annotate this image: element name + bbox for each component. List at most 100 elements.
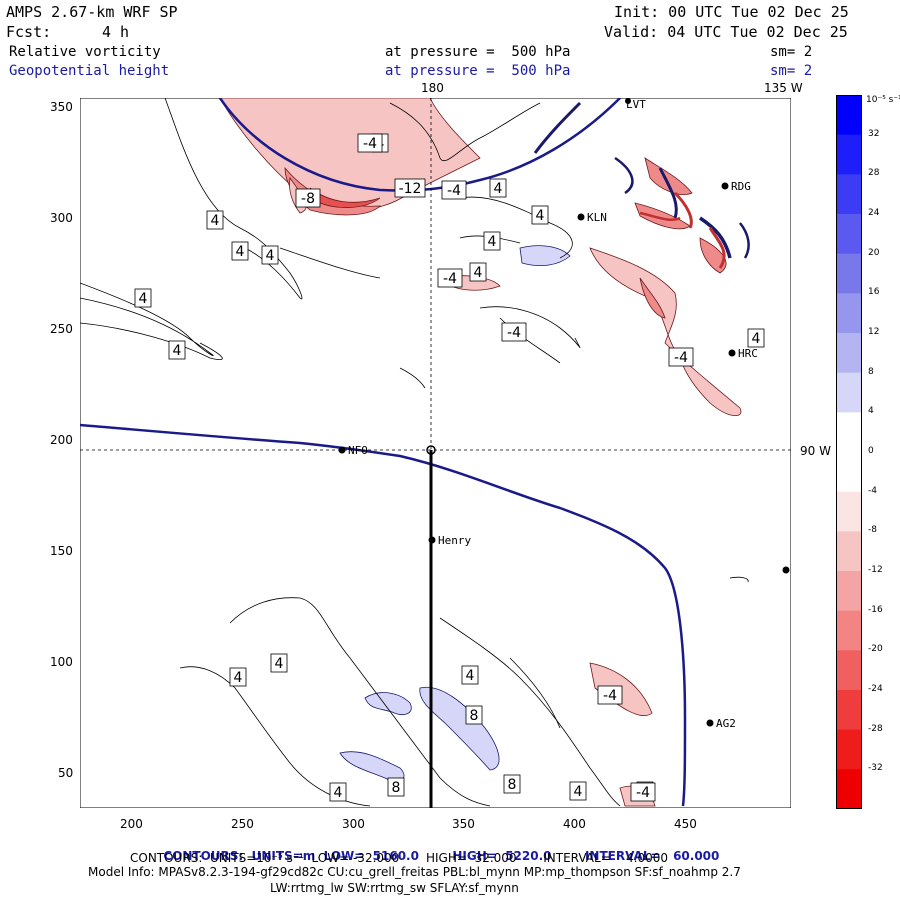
forecast-label: Fcst: bbox=[6, 23, 52, 41]
svg-text:4: 4 bbox=[211, 213, 220, 229]
svg-text:-4: -4 bbox=[443, 271, 457, 287]
x-tick: 350 bbox=[452, 817, 475, 831]
contour-label: 8 bbox=[387, 777, 405, 797]
model-title: AMPS 2.67-km WRF SP bbox=[6, 3, 178, 21]
contour-label: 8 bbox=[465, 705, 483, 725]
svg-text:8: 8 bbox=[392, 780, 401, 796]
cross-section-origin bbox=[426, 445, 436, 455]
station-rdg: RDG bbox=[721, 180, 751, 193]
colorbar-label: 24 bbox=[868, 208, 880, 218]
footer-model-info-2: LW:rrtmg_lw SW:rrtmg_sw SFLAY:sf_mynn bbox=[270, 881, 519, 895]
svg-text:4: 4 bbox=[574, 784, 583, 800]
colorbar bbox=[836, 95, 862, 809]
footer-vorticity-contours: CONTOURS: UNITS=10⁻⁵ s⁻¹ LOW= -32.000 HI… bbox=[130, 851, 669, 865]
contour-label: 4 bbox=[231, 241, 249, 261]
colorbar-cell bbox=[836, 452, 862, 493]
field-2-smooth: sm= 2 bbox=[770, 63, 813, 79]
field-2-name: Geopotential height bbox=[9, 63, 170, 79]
y-tick: 250 bbox=[50, 322, 73, 336]
x-tick: 300 bbox=[342, 817, 365, 831]
contour-label: -4 bbox=[597, 685, 623, 705]
contour-label: 4 bbox=[206, 210, 224, 230]
contour-label: -8 bbox=[295, 188, 321, 208]
svg-text:4: 4 bbox=[488, 234, 497, 250]
colorbar-cell bbox=[836, 650, 862, 691]
svg-text:4: 4 bbox=[173, 343, 182, 359]
colorbar-cell bbox=[836, 531, 862, 572]
svg-text:4: 4 bbox=[536, 208, 545, 224]
svg-text:-12: -12 bbox=[399, 181, 422, 197]
station-hrc: HRC bbox=[728, 347, 758, 360]
colorbar-cell bbox=[836, 372, 862, 413]
svg-text:-8: -8 bbox=[301, 191, 315, 207]
footer-model-info: Model Info: MPASv8.2.3-194-gf29cd82c CU:… bbox=[88, 865, 741, 879]
svg-text:AG2: AG2 bbox=[716, 717, 736, 730]
colorbar-label: -28 bbox=[868, 723, 883, 734]
colorbar-cell bbox=[836, 690, 862, 731]
contour-label: 4 bbox=[261, 245, 279, 265]
contour-label: 4 bbox=[569, 781, 587, 801]
field-1-level: at pressure = 500 hPa bbox=[385, 44, 571, 60]
svg-text:HRC: HRC bbox=[738, 347, 758, 360]
colorbar-label: -16 bbox=[868, 604, 883, 615]
colorbar-cell bbox=[836, 412, 862, 453]
lon-label-135w: 135 W bbox=[764, 81, 803, 95]
svg-text:4: 4 bbox=[266, 248, 275, 264]
colorbar-label: 0 bbox=[868, 446, 874, 456]
lon-label-90w: 90 W bbox=[800, 444, 831, 458]
station-nfo: NFO bbox=[338, 444, 368, 457]
colorbar-cell bbox=[836, 491, 862, 532]
svg-text:4: 4 bbox=[234, 670, 243, 686]
svg-text:4: 4 bbox=[466, 668, 475, 684]
station-ag2: AG2 bbox=[706, 717, 736, 730]
svg-text:KLN: KLN bbox=[587, 211, 607, 224]
field-1-name: Relative vorticity bbox=[9, 44, 161, 60]
svg-text:-4: -4 bbox=[603, 688, 617, 704]
station-lvt: LVT bbox=[625, 98, 646, 111]
station-marker bbox=[782, 566, 790, 574]
colorbar-cell bbox=[836, 95, 862, 136]
contour-label: -4 bbox=[501, 322, 527, 342]
contour-label: 4 bbox=[747, 328, 765, 348]
y-tick: 350 bbox=[50, 100, 73, 114]
contour-label: 4 bbox=[469, 262, 487, 282]
vortex-streaks bbox=[533, 101, 750, 269]
y-tick: 200 bbox=[50, 433, 73, 447]
svg-text:8: 8 bbox=[508, 777, 517, 793]
svg-text:-4: -4 bbox=[674, 350, 688, 366]
svg-text:NFO: NFO bbox=[348, 444, 368, 457]
field-1-smooth: sm= 2 bbox=[770, 44, 813, 60]
colorbar-cell bbox=[836, 769, 862, 809]
colorbar-label: 28 bbox=[868, 168, 880, 179]
colorbar-label: -24 bbox=[868, 684, 883, 694]
svg-text:4: 4 bbox=[334, 785, 343, 801]
svg-text:4: 4 bbox=[139, 291, 148, 307]
x-tick: 200 bbox=[120, 817, 143, 831]
colorbar-label: -20 bbox=[868, 644, 883, 655]
init-time: Init: 00 UTC Tue 02 Dec 25 bbox=[614, 3, 849, 21]
station-kln: KLN bbox=[577, 211, 607, 224]
contour-label: 4 bbox=[329, 782, 347, 802]
contour-label: 8 bbox=[503, 774, 521, 794]
x-tick: 250 bbox=[231, 817, 254, 831]
svg-text:RDG: RDG bbox=[731, 180, 751, 193]
contour-label: -4 bbox=[441, 180, 467, 200]
field-2-level: at pressure = 500 hPa bbox=[385, 63, 571, 79]
colorbar-cell bbox=[836, 729, 862, 770]
colorbar-label: 8 bbox=[868, 366, 874, 377]
colorbar-cell bbox=[836, 134, 862, 175]
colorbar-cell bbox=[836, 174, 862, 215]
vorticity-map: LVT RDG KLN HRC NFO Henry AG2 4 -4 -12 -8 -4… bbox=[80, 98, 791, 808]
colorbar-cell bbox=[836, 610, 862, 651]
svg-text:Henry: Henry bbox=[438, 534, 471, 547]
colorbar-label: 16 bbox=[868, 287, 880, 298]
contour-label: 4 bbox=[461, 665, 479, 685]
svg-text:4: 4 bbox=[474, 265, 483, 281]
colorbar-cell bbox=[836, 293, 862, 334]
y-tick: 100 bbox=[50, 655, 73, 669]
y-tick: 50 bbox=[58, 766, 74, 780]
contour-label: -4 bbox=[357, 133, 383, 153]
svg-text:4: 4 bbox=[236, 244, 245, 260]
lon-label-180: 180 bbox=[421, 81, 444, 95]
